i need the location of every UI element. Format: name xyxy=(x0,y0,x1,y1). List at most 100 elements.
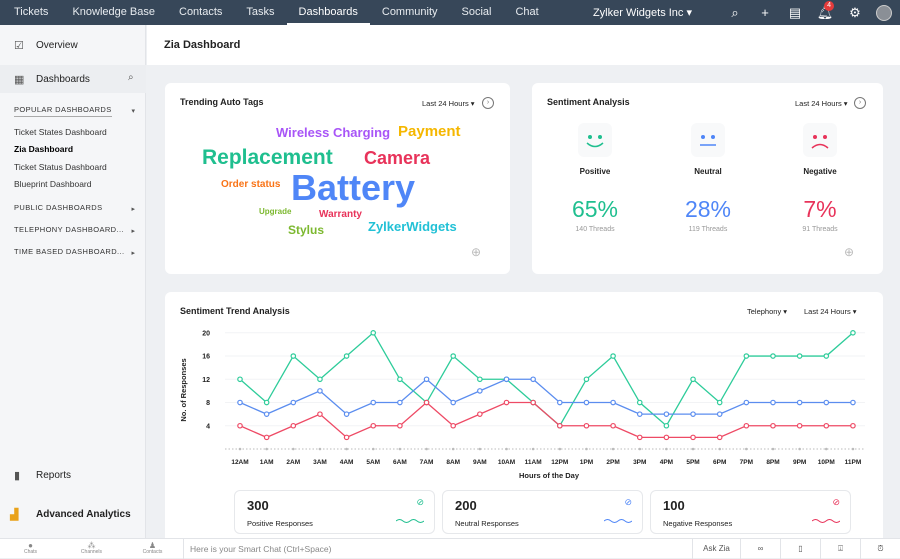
card-title: Sentiment Trend Analysis xyxy=(180,306,290,316)
feed-icon[interactable]: ▤ xyxy=(788,4,802,20)
x-tick-label: 7PM xyxy=(740,459,753,466)
chevron-right-icon[interactable]: ▸ xyxy=(131,250,135,257)
card-title: Trending Auto Tags xyxy=(180,97,264,107)
x-tick-dot xyxy=(318,447,322,451)
search-icon[interactable]: ⌕ xyxy=(731,4,739,20)
nav-social[interactable]: Social xyxy=(461,6,492,18)
x-tick-label: 7AM xyxy=(420,459,434,466)
document-icon[interactable]: ▯ xyxy=(780,538,820,559)
ask-zia-button[interactable]: Ask Zia xyxy=(692,538,740,559)
nav-contacts[interactable]: Contacts xyxy=(179,6,223,18)
x-tick-dot xyxy=(425,447,428,451)
data-point xyxy=(690,434,696,441)
x-tick-label: 9PM xyxy=(793,459,806,466)
sentiment-label: Neutral xyxy=(694,167,722,176)
nav-tickets[interactable]: Tickets xyxy=(14,6,49,18)
dashboards-label: Dashboards xyxy=(36,74,90,85)
smart-chat-input[interactable]: Here is your Smart Chat (Ctrl+Space) xyxy=(183,538,692,559)
chevron-right-icon[interactable]: ▸ xyxy=(131,206,135,213)
range-select[interactable]: Last 24 Hours ▾ xyxy=(804,307,857,316)
time-based-dashboards[interactable]: TIME BASED DASHBOARD... xyxy=(14,247,125,256)
wave-icon xyxy=(396,519,424,523)
x-tick-label: 11AM xyxy=(525,459,542,466)
sidebar-item-ticket-states[interactable]: Ticket States Dashboard xyxy=(14,127,107,137)
nav-dashboards[interactable]: Dashboards xyxy=(286,0,370,25)
gear-icon[interactable]: ⚙ xyxy=(849,4,861,20)
org-switcher[interactable]: Zylker Widgets Inc ▾ xyxy=(592,7,692,19)
bell-icon[interactable]: 🔔︎ 4 xyxy=(816,0,834,20)
data-point xyxy=(397,376,403,383)
org-name: Zylker Widgets Inc xyxy=(592,7,684,19)
sidebar-reports[interactable]: ▮ Reports xyxy=(14,469,71,482)
data-point xyxy=(290,353,297,359)
chats-label: Chats xyxy=(23,548,38,555)
tag-word[interactable]: Battery xyxy=(291,167,416,208)
sidebar-item-blueprint[interactable]: Blueprint Dashboard xyxy=(14,179,92,189)
next-icon[interactable]: › xyxy=(482,97,494,109)
contact-icon: ♟ xyxy=(148,540,157,550)
alarm-clock-icon[interactable]: ⏰︎ xyxy=(860,538,900,559)
notification-badge: 4 xyxy=(824,0,834,11)
data-point xyxy=(263,411,270,417)
zoom-in-icon[interactable]: ⊕ xyxy=(471,245,482,259)
range-select[interactable]: Last 24 Hours ▾ xyxy=(422,99,475,108)
sidebar-item-zia[interactable]: Zia Dashboard xyxy=(14,144,74,154)
tag-word[interactable]: Replacement xyxy=(202,146,333,169)
data-point xyxy=(583,399,590,406)
tag-word[interactable]: Upgrade xyxy=(259,207,292,216)
range-select[interactable]: Last 24 Hours ▾ xyxy=(795,99,848,108)
nav-knowledge-base[interactable]: Knowledge Base xyxy=(72,6,155,18)
x-tick-label: 10AM xyxy=(498,459,515,466)
plus-icon[interactable]: + xyxy=(761,5,769,20)
download-icon[interactable]: ⍗ xyxy=(820,538,860,559)
telephony-dashboards[interactable]: TELEPHONY DASHBOARD... xyxy=(14,225,124,234)
data-point xyxy=(610,353,616,359)
chevron-right-icon[interactable]: ▸ xyxy=(131,228,135,235)
sidebar: ☑ Overview ▦ Dashboards ⌕ POPULAR DASHBOAR… xyxy=(0,25,146,538)
nav-community[interactable]: Community xyxy=(381,6,438,18)
x-tick-label: 8AM xyxy=(446,459,460,466)
chats-button[interactable]: ● Chats xyxy=(0,541,61,555)
data-point xyxy=(743,353,750,359)
positive-stat-card: 300 Positive Responses ⊘ xyxy=(234,490,435,534)
data-point xyxy=(850,329,856,336)
chevron-down-icon[interactable]: ▾ xyxy=(131,108,135,115)
tag-word[interactable]: Wireless Charging xyxy=(276,125,391,140)
channel-select[interactable]: Telephony ▾ xyxy=(747,307,788,316)
channels-label: Channels xyxy=(80,548,103,555)
x-tick-label: 1PM xyxy=(580,459,593,466)
public-dashboards[interactable]: PUBLIC DASHBOARDS xyxy=(14,203,103,212)
avatar[interactable] xyxy=(876,4,892,21)
sidebar-overview[interactable]: ☑ Overview xyxy=(14,39,78,52)
data-point xyxy=(290,422,297,429)
sidebar-dashboards[interactable]: ▦ Dashboards xyxy=(14,73,90,86)
data-point xyxy=(850,422,856,429)
tag-word[interactable]: Payment xyxy=(398,123,461,140)
data-point xyxy=(556,399,563,406)
nav-tasks[interactable]: Tasks xyxy=(246,6,275,18)
zoom-in-icon[interactable]: ⊕ xyxy=(844,245,855,259)
binoculars-icon[interactable]: ∞ xyxy=(740,538,780,559)
sidebar-advanced-analytics[interactable]: ▟ Advanced Analytics xyxy=(10,508,131,521)
neutral-stat-card: 200 Neutral Responses ⊘ xyxy=(442,490,643,534)
data-point xyxy=(796,353,803,359)
data-point xyxy=(370,399,377,406)
range-value: Last 24 Hours xyxy=(804,307,851,316)
data-point xyxy=(370,329,377,336)
contacts-button[interactable]: ♟ Contacts xyxy=(122,540,183,555)
channels-icon: ⁂ xyxy=(87,540,96,550)
data-point xyxy=(823,399,830,406)
x-axis-label: Hours of the Day xyxy=(519,471,580,480)
tag-word[interactable]: ZylkerWidgets xyxy=(368,219,457,234)
tag-word[interactable]: Camera xyxy=(364,148,431,168)
data-point xyxy=(690,411,696,417)
tag-word[interactable]: Stylus xyxy=(288,223,325,237)
popular-dashboards-header[interactable]: POPULAR DASHBOARDS xyxy=(14,105,112,117)
nav-chat[interactable]: Chat xyxy=(515,6,539,18)
next-icon[interactable]: › xyxy=(854,97,866,109)
tag-word[interactable]: Warranty xyxy=(319,209,362,220)
sidebar-item-ticket-status[interactable]: Ticket Status Dashboard xyxy=(14,162,107,172)
channels-button[interactable]: ⁂ Channels xyxy=(61,540,122,555)
search-icon[interactable]: ⌕ xyxy=(128,72,134,83)
tag-word[interactable]: Order status xyxy=(221,179,281,190)
